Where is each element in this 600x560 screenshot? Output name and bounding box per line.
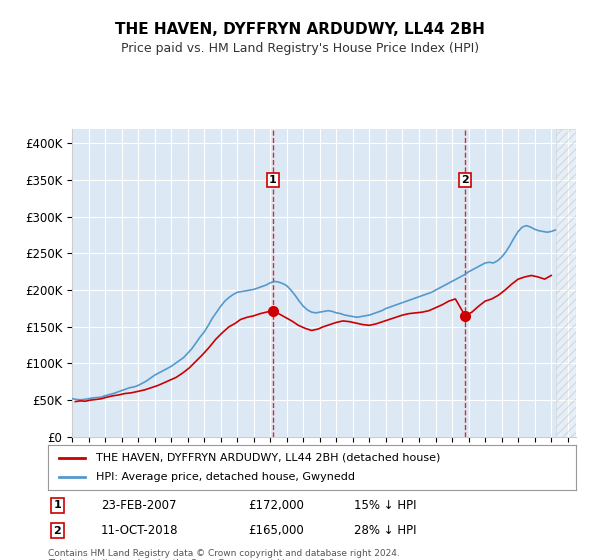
Text: 28% ↓ HPI: 28% ↓ HPI <box>354 524 417 537</box>
Text: Contains HM Land Registry data © Crown copyright and database right 2024.
This d: Contains HM Land Registry data © Crown c… <box>48 549 400 560</box>
Text: HPI: Average price, detached house, Gwynedd: HPI: Average price, detached house, Gwyn… <box>95 473 355 483</box>
Text: 2: 2 <box>53 526 61 535</box>
Text: 15% ↓ HPI: 15% ↓ HPI <box>354 499 417 512</box>
Text: 11-OCT-2018: 11-OCT-2018 <box>101 524 178 537</box>
Text: 23-FEB-2007: 23-FEB-2007 <box>101 499 176 512</box>
Text: £172,000: £172,000 <box>248 499 305 512</box>
Text: THE HAVEN, DYFFRYN ARDUDWY, LL44 2BH (detached house): THE HAVEN, DYFFRYN ARDUDWY, LL44 2BH (de… <box>95 452 440 463</box>
Text: 1: 1 <box>53 501 61 510</box>
Text: Price paid vs. HM Land Registry's House Price Index (HPI): Price paid vs. HM Land Registry's House … <box>121 42 479 55</box>
Text: 2: 2 <box>461 175 469 185</box>
Text: THE HAVEN, DYFFRYN ARDUDWY, LL44 2BH: THE HAVEN, DYFFRYN ARDUDWY, LL44 2BH <box>115 22 485 38</box>
Bar <box>556 129 576 437</box>
Text: 1: 1 <box>269 175 277 185</box>
Text: £165,000: £165,000 <box>248 524 304 537</box>
